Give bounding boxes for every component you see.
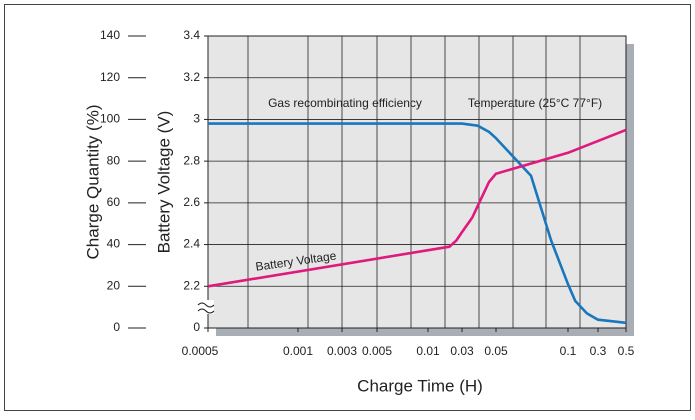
y2-tick-label: 3.2 [183, 70, 200, 84]
x-axis-title: Charge Time (H) [357, 376, 483, 395]
annotation: Temperature (25°C 77°F) [468, 96, 602, 110]
x-tick-label: 0.05 [484, 344, 508, 358]
series-label: Gas recombinating efficiency [268, 96, 422, 110]
x-tick-label: 0.003 [327, 344, 357, 358]
y2-tick-label: 3 [193, 112, 200, 126]
x-tick-label: 0.1 [560, 344, 577, 358]
y-axis-title: Charge Quantity (%) [83, 105, 102, 260]
x-tick-label: 0.001 [283, 344, 313, 358]
axis-break [197, 300, 215, 314]
x-tick-label: 0.3 [590, 344, 607, 358]
y-tick-label: 80 [107, 153, 121, 167]
series-line [207, 128, 627, 288]
series-line [208, 122, 627, 325]
x-tick-label: 0.5 [618, 344, 635, 358]
vertical-grid [247, 36, 581, 328]
x-tick-label: 0.0005 [182, 344, 219, 358]
plot-area [207, 35, 627, 329]
y2-tick-label: 2.4 [183, 237, 200, 251]
y2-tick-label: 2.2 [183, 278, 200, 292]
y-tick-label: 100 [100, 112, 120, 126]
y2-tick-label: 0 [193, 320, 200, 334]
x-tick-label: 0.03 [450, 344, 474, 358]
y2-tick-label: 3.4 [183, 28, 200, 42]
y2-tick-label: 2.6 [183, 195, 200, 209]
y-tick-label: 0 [113, 320, 120, 334]
x-tick-label: 0.005 [362, 344, 392, 358]
y-tick-label: 120 [100, 70, 120, 84]
y-tick-label: 20 [107, 278, 121, 292]
y-tick-label: 140 [100, 28, 120, 42]
y-tick-label: 60 [107, 195, 121, 209]
y2-axis-title: Battery Voltage (V) [154, 111, 173, 254]
x-tick-label: 0.01 [416, 344, 440, 358]
y2-tick-label: 2.8 [183, 153, 200, 167]
y-tick-label: 40 [107, 237, 121, 251]
